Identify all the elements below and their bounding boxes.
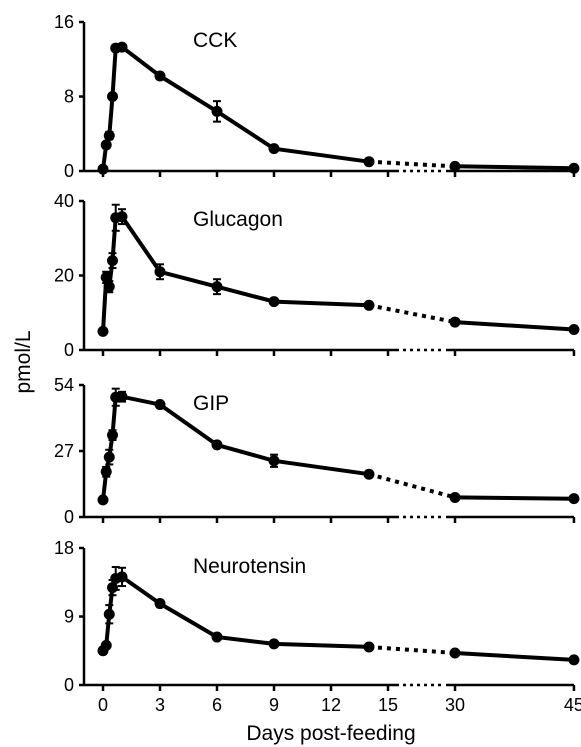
series-line	[101, 574, 370, 652]
panel-gip: 0 27 54 GIP	[54, 375, 580, 527]
data-point	[116, 571, 128, 583]
data-point	[100, 139, 112, 151]
data-point	[268, 143, 280, 155]
series-line	[101, 45, 370, 170]
data-point	[449, 160, 461, 172]
x-tick-label: 3	[155, 695, 165, 715]
x-tick-label: 0	[98, 695, 108, 715]
data-point	[211, 105, 223, 117]
panel-title: CCK	[193, 29, 237, 52]
data-point	[268, 638, 280, 650]
data-point	[211, 439, 223, 451]
data-point	[97, 325, 109, 337]
panel-cck: 0 8 16 CCK	[54, 12, 580, 181]
series-line	[101, 214, 370, 332]
series-line	[101, 394, 370, 501]
data-point	[103, 451, 115, 463]
y-tick-label: 8	[64, 87, 74, 107]
data-point	[363, 641, 375, 653]
series-line-break	[368, 472, 456, 500]
x-tick-label: 45	[564, 695, 581, 715]
panel-glucagon: 0 20 40 Glucagon	[54, 191, 580, 360]
series-line	[454, 320, 575, 332]
x-tick-label: 9	[269, 695, 279, 715]
data-point	[568, 654, 580, 666]
y-tick-label: 0	[64, 340, 74, 360]
y-tick-label: 0	[64, 507, 74, 527]
series-line	[454, 495, 575, 501]
data-point	[363, 156, 375, 168]
data-point	[107, 91, 118, 102]
series-line-break	[368, 159, 456, 169]
data-point	[363, 468, 375, 480]
y-tick-label: 0	[64, 161, 74, 181]
panel-title: Glucagon	[193, 208, 283, 231]
x-axis-labels: 0 3 6 9 12 15 30 45	[98, 695, 581, 715]
data-point	[103, 608, 115, 620]
series-line-break	[368, 303, 456, 325]
x-tick-label: 12	[321, 695, 341, 715]
data-point	[568, 162, 580, 174]
y-tick-label: 40	[54, 191, 74, 211]
data-point	[116, 391, 128, 403]
data-point	[154, 266, 166, 278]
data-point	[568, 493, 580, 505]
data-point	[116, 41, 128, 53]
data-point	[154, 399, 166, 411]
panel-title: Neurotensin	[193, 555, 306, 578]
x-axis-title: Days post-feeding	[246, 722, 415, 745]
data-point	[449, 491, 461, 503]
y-tick-label: 16	[54, 12, 74, 32]
data-point	[116, 211, 128, 223]
data-point	[449, 316, 461, 328]
y-tick-label: 27	[54, 441, 74, 461]
data-point	[100, 639, 112, 651]
data-point	[268, 455, 280, 467]
y-tick-label: 9	[64, 607, 74, 627]
data-point	[154, 70, 166, 82]
data-point	[100, 466, 112, 478]
data-point	[103, 281, 115, 293]
data-point	[568, 324, 580, 336]
x-tick-label: 6	[212, 695, 222, 715]
panel-title: GIP	[193, 392, 229, 415]
data-point	[211, 281, 223, 293]
series-line-break	[368, 644, 456, 656]
y-tick-label: 20	[54, 266, 74, 286]
x-tick-label: 15	[378, 695, 398, 715]
data-point	[268, 296, 280, 308]
data-point	[363, 299, 375, 311]
series-line	[454, 651, 575, 662]
x-tick-label: 30	[445, 695, 465, 715]
data-point	[107, 429, 118, 441]
data-point	[97, 163, 109, 175]
y-axis-title: pmol/L	[12, 330, 35, 393]
y-tick-label: 0	[64, 675, 74, 695]
data-point	[103, 130, 115, 142]
panels: 0 8 16 CCK 0 20 40 Glucagon 0 27 54 GIP 0 9 18 Neuroten…	[54, 12, 580, 695]
data-point	[211, 631, 223, 643]
data-point	[107, 255, 118, 267]
data-point	[449, 647, 461, 659]
y-tick-label: 54	[54, 375, 74, 395]
data-point	[154, 598, 166, 610]
data-point	[97, 494, 109, 506]
y-tick-label: 18	[54, 538, 74, 558]
series-line	[454, 164, 575, 171]
panel-neurotensin: 0 9 18 Neurotensin	[54, 538, 580, 695]
